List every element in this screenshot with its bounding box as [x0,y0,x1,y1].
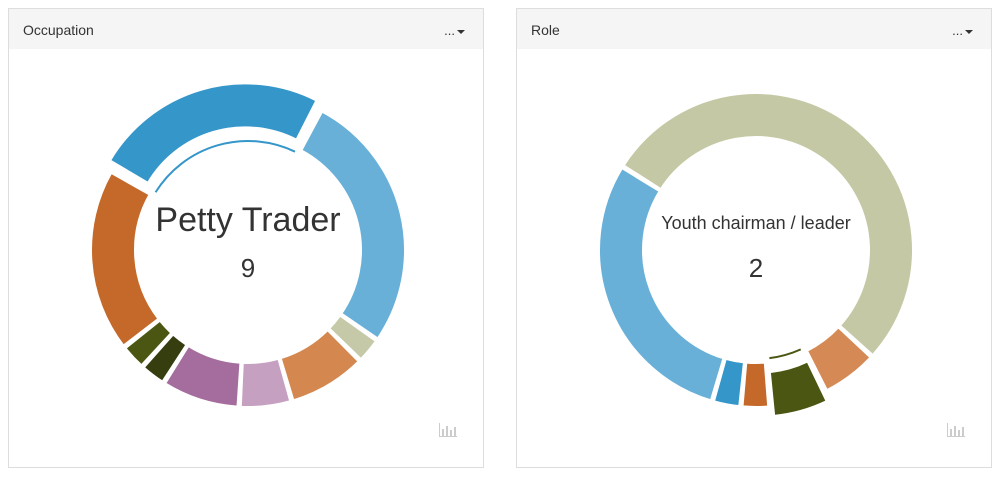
menu-ellipsis: ... [444,23,455,38]
donut-slice[interactable] [108,82,318,185]
donut-slice[interactable] [124,319,173,367]
bar-chart-icon[interactable] [947,423,965,437]
donut-slice[interactable] [163,344,242,408]
donut-slice[interactable] [741,361,770,408]
donut-slice[interactable] [805,325,872,392]
panel-title: Role [531,22,560,38]
panel-header: Occupation ... [9,9,483,49]
donut-slice[interactable] [239,357,292,408]
highlight-arc [154,140,296,193]
donut-slice[interactable] [299,110,406,340]
caret-down-icon [965,30,973,34]
bar-chart-icon[interactable] [439,423,457,437]
role-donut-chart[interactable]: Youth chairman / leader 2 [517,49,991,459]
caret-down-icon [457,30,465,34]
donut-slice[interactable] [90,171,160,347]
donut-slice[interactable] [622,92,914,357]
donut-slice[interactable] [712,357,746,408]
panel-menu-toggle[interactable]: ... [952,23,973,38]
center-label: Petty Trader [155,201,340,239]
donut-slice[interactable] [598,166,725,402]
donut-slice[interactable] [327,314,378,361]
center-value: 2 [749,253,763,283]
donut-slice[interactable] [142,333,188,384]
donut-slice[interactable] [768,360,828,417]
center-value: 9 [241,253,255,283]
role-panel: Role ... Youth chairman / leader 2 [516,8,992,468]
panel-title: Occupation [23,22,94,38]
occupation-donut-chart[interactable]: Petty Trader 9 [9,49,483,459]
occupation-panel: Occupation ... Petty Trader 9 [8,8,484,468]
panel-menu-toggle[interactable]: ... [444,23,465,38]
center-label: Youth chairman / leader [661,213,850,233]
menu-ellipsis: ... [952,23,963,38]
donut-slice[interactable] [279,328,361,402]
panel-header: Role ... [517,9,991,49]
highlight-arc [769,348,802,360]
